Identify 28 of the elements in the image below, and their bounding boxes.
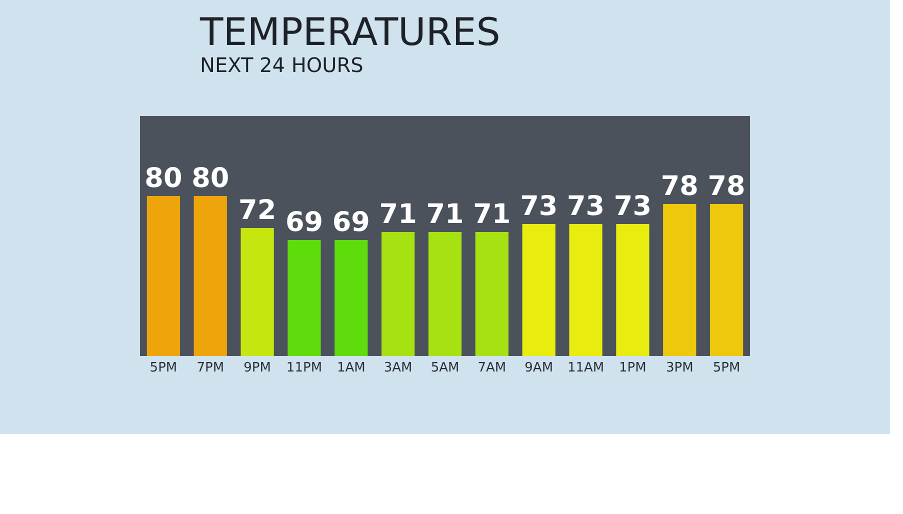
data-label: 73 (614, 191, 652, 222)
x-tick-label: 1PM (619, 360, 646, 376)
x-tick-label: 5PM (712, 360, 740, 376)
data-label: 80 (144, 163, 182, 194)
data-label: 78 (708, 171, 746, 202)
x-tick-label: 7PM (196, 360, 224, 376)
x-tick-label: 9PM (244, 360, 271, 376)
data-label: 71 (379, 199, 417, 230)
chart-title: TEMPERATURES (199, 10, 500, 54)
x-tick-label: 7AM (478, 360, 506, 376)
data-label: 80 (192, 163, 230, 194)
data-label: 69 (332, 207, 370, 238)
x-tick-label: 3PM (666, 360, 694, 376)
data-label: 71 (473, 199, 511, 230)
x-tick-label: 9AM (524, 360, 554, 376)
x-tick-label: 5PM (150, 360, 178, 376)
data-label: 71 (426, 199, 464, 230)
data-label: 69 (285, 207, 324, 238)
chart-subtitle: NEXT 24 HOURS (200, 53, 364, 77)
x-tick-label: 5AM (430, 360, 460, 376)
x-tick-label: 1AM (336, 360, 366, 376)
data-label: 78 (660, 171, 698, 202)
x-tick-label: 3AM (384, 360, 412, 376)
data-label: 72 (238, 195, 276, 226)
x-tick-label: 11AM (567, 360, 604, 376)
x-tick-label: 11PM (286, 360, 322, 376)
data-label: 73 (520, 191, 558, 222)
data-label: 73 (566, 191, 605, 222)
